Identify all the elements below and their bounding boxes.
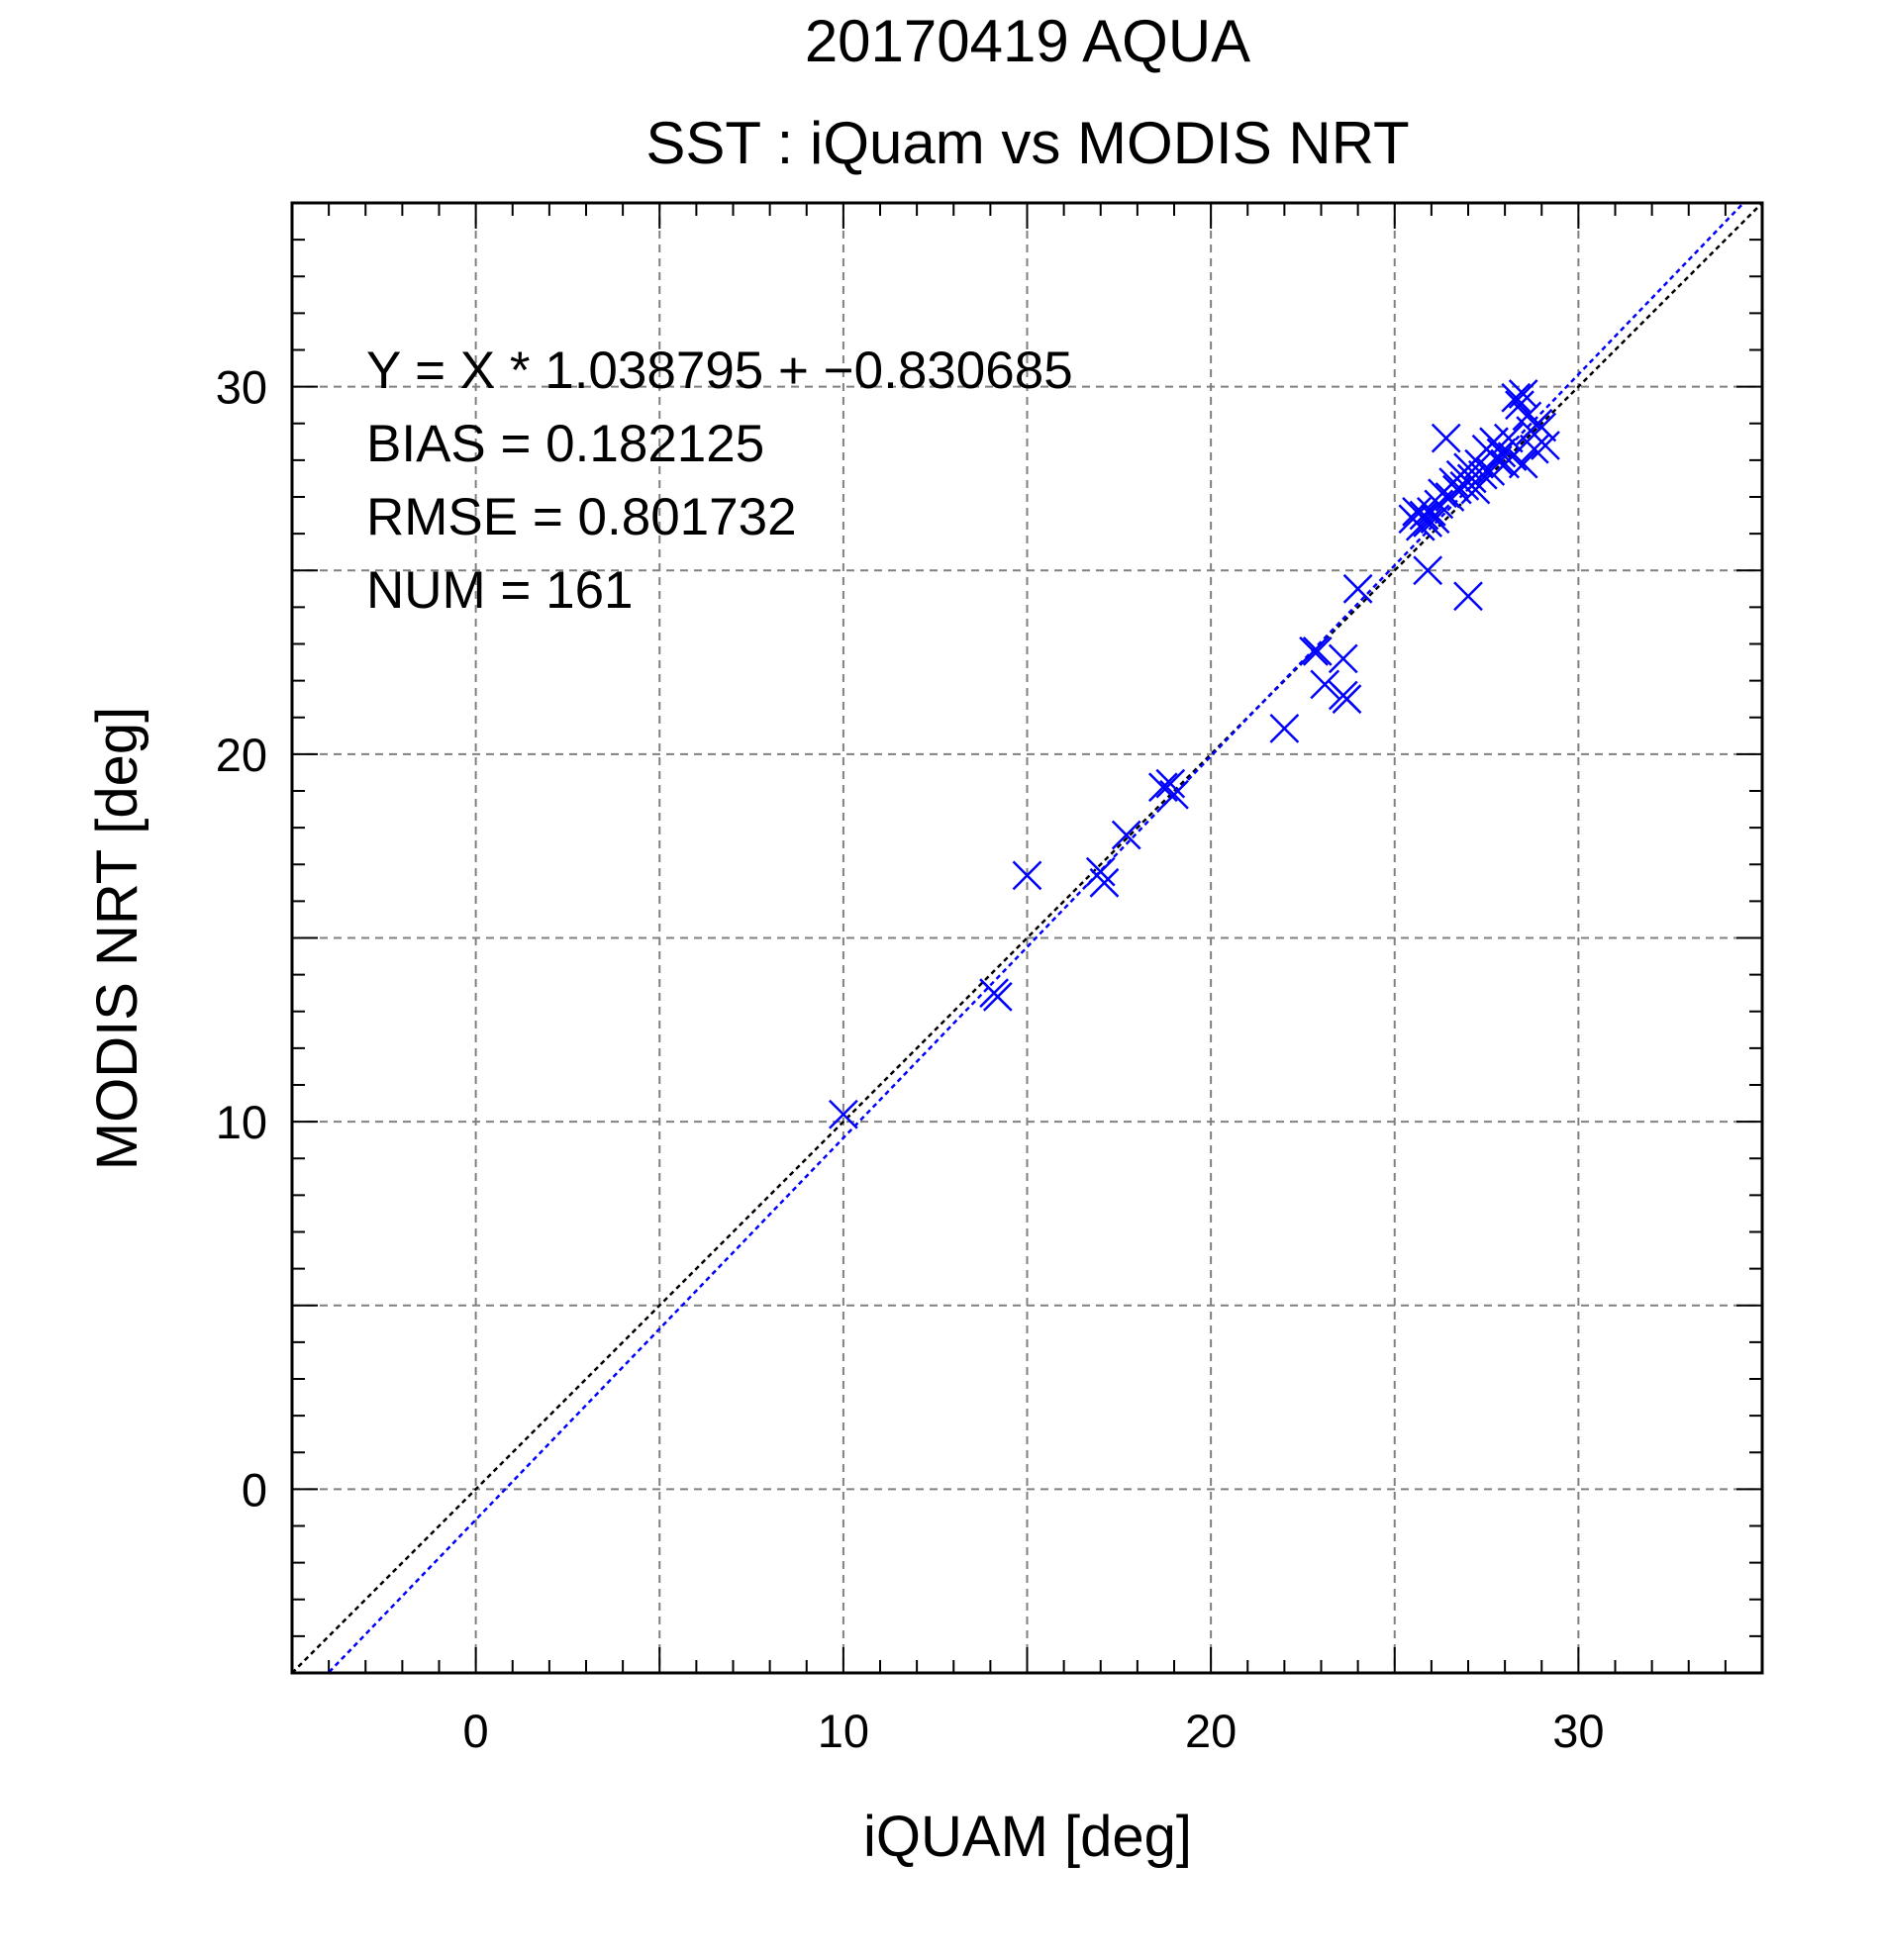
data-point-stroke — [1508, 448, 1538, 479]
stats-regression: Y = X * 1.038795 + −0.830685 — [366, 342, 1073, 400]
stats-rmse: RMSE = 0.801732 — [366, 488, 797, 546]
data-point — [1269, 714, 1300, 743]
data-point-stroke — [1505, 390, 1534, 421]
data-point — [1486, 438, 1517, 468]
data-point-stroke — [1431, 423, 1461, 453]
x-tick-label: 10 — [818, 1705, 869, 1757]
tick-labels: 0 10 20 30 0 10 20 30 — [216, 361, 1605, 1757]
y-tick-label: 20 — [216, 729, 267, 781]
data-point — [1527, 412, 1557, 442]
data-point — [1302, 637, 1333, 666]
stats-num: NUM = 161 — [366, 561, 634, 620]
data-point-stroke — [1413, 555, 1443, 586]
data-point — [1519, 434, 1549, 464]
data-point-stroke — [1302, 637, 1333, 666]
stats-bias: BIAS = 0.182125 — [366, 415, 764, 473]
data-point — [1299, 637, 1329, 666]
chart-subtitle: SST : iQuam vs MODIS NRT — [645, 110, 1409, 176]
data-point — [1413, 555, 1443, 586]
data-point-stroke — [1299, 637, 1329, 666]
data-point-stroke — [1486, 438, 1517, 468]
data-point — [1531, 431, 1560, 460]
data-point — [1342, 573, 1373, 604]
y-tick-label: 30 — [216, 361, 267, 414]
chart-title: 20170419 AQUA — [805, 8, 1250, 74]
x-tick-label: 0 — [463, 1705, 489, 1757]
data-point — [1413, 508, 1443, 538]
data-point — [1089, 867, 1120, 898]
data-point-stroke — [1493, 423, 1524, 453]
data-point-stroke — [1085, 856, 1116, 887]
data-point-stroke — [1413, 508, 1443, 538]
data-point-stroke — [1147, 772, 1178, 803]
x-tick-label: 20 — [1185, 1705, 1237, 1757]
data-point — [1405, 511, 1436, 541]
plot-frame — [290, 201, 1764, 1675]
data-point — [1409, 500, 1439, 531]
data-point-stroke — [1159, 779, 1189, 810]
regression-line — [326, 203, 1745, 1673]
data-point — [1332, 684, 1362, 715]
data-point-stroke — [1332, 684, 1362, 715]
data-point — [1111, 820, 1141, 850]
data-point — [1159, 779, 1189, 810]
data-point-stroke — [828, 1099, 858, 1129]
data-point-stroke — [1342, 573, 1373, 604]
data-point — [1453, 581, 1483, 612]
data-point — [1460, 474, 1491, 505]
data-point-stroke — [1310, 669, 1340, 700]
data-point-stroke — [1501, 382, 1532, 413]
data-point-stroke — [1456, 463, 1487, 494]
x-axis-label: iQUAM [deg] — [863, 1805, 1192, 1869]
data-point — [1328, 643, 1358, 674]
data-point-stroke — [1527, 412, 1557, 442]
data-point — [828, 1099, 858, 1129]
data-point — [1085, 856, 1116, 887]
minor-ticks — [292, 203, 1762, 1673]
data-point-stroke — [1460, 474, 1491, 505]
stats-box: Y = X * 1.038795 + −0.830685 BIAS = 0.18… — [366, 342, 1073, 620]
data-point — [1155, 768, 1186, 799]
data-point-stroke — [1089, 867, 1120, 898]
data-point — [1012, 860, 1042, 891]
data-point-stroke — [1012, 860, 1042, 891]
data-point — [1508, 448, 1538, 479]
data-point-stroke — [982, 982, 1013, 1012]
y-axis-label: MODIS NRT [deg] — [85, 707, 149, 1170]
x-tick-label: 30 — [1552, 1705, 1604, 1757]
data-point-stroke — [1464, 448, 1495, 479]
data-point — [982, 982, 1013, 1012]
data-points — [828, 379, 1560, 1129]
grid-lines — [292, 203, 1762, 1673]
data-point — [1493, 423, 1524, 453]
data-point-stroke — [1512, 401, 1542, 432]
data-point — [1501, 382, 1532, 413]
data-point-stroke — [1409, 500, 1439, 531]
data-point-stroke — [1111, 820, 1141, 850]
data-point-stroke — [1531, 431, 1560, 460]
data-point-stroke — [1155, 768, 1186, 799]
data-point-stroke — [1328, 643, 1358, 674]
data-point — [1456, 463, 1487, 494]
data-point-stroke — [1453, 581, 1483, 612]
y-tick-label: 0 — [242, 1463, 267, 1516]
data-point-stroke — [1269, 714, 1300, 743]
y-tick-label: 10 — [216, 1096, 267, 1148]
data-point — [1431, 423, 1461, 453]
data-point — [1310, 669, 1340, 700]
data-point-stroke — [1519, 434, 1549, 464]
data-point-stroke — [1405, 511, 1436, 541]
data-point-stroke — [1497, 441, 1528, 472]
